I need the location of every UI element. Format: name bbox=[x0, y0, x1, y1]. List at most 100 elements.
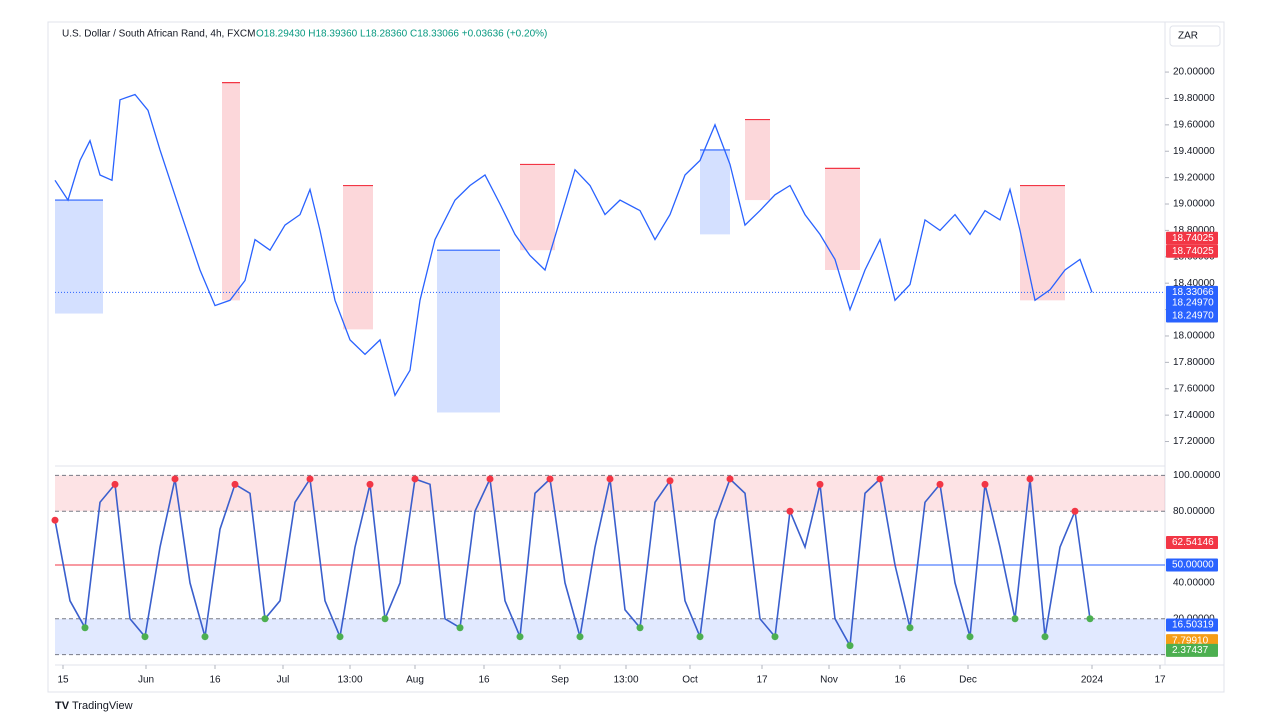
osc-dot bbox=[231, 480, 239, 488]
osc-dot bbox=[1011, 615, 1019, 623]
zone bbox=[1020, 185, 1065, 301]
price-badge bbox=[1166, 231, 1218, 245]
osc-dot bbox=[846, 642, 854, 650]
osc-dot bbox=[381, 615, 389, 623]
osc-dot bbox=[726, 475, 734, 483]
x-tick-label: Aug bbox=[406, 675, 424, 686]
price-line bbox=[54, 93, 1093, 397]
osc-badge bbox=[1166, 643, 1218, 657]
zone bbox=[222, 82, 240, 301]
osc-dot bbox=[516, 633, 524, 641]
osc-dot bbox=[336, 633, 344, 641]
y-tick-label: 18.00000 bbox=[1173, 331, 1215, 342]
osc-badge bbox=[1166, 558, 1218, 572]
osc-dot bbox=[606, 475, 614, 483]
osc-badge-label: 16.50319 bbox=[1172, 620, 1214, 631]
osc-dot bbox=[51, 516, 59, 524]
x-tick-label: 13:00 bbox=[337, 675, 362, 686]
y-tick-label: 17.40000 bbox=[1173, 410, 1215, 421]
osc-badge-label: 7.79910 bbox=[1172, 635, 1209, 646]
osc-dot bbox=[666, 477, 674, 485]
osc-band bbox=[55, 618, 1165, 655]
osc-tick-label: 80.00000 bbox=[1173, 506, 1215, 517]
y-tick-label: 18.40000 bbox=[1173, 278, 1215, 289]
osc-badge bbox=[1166, 536, 1218, 550]
x-tick-label: 17 bbox=[756, 675, 768, 686]
osc-dot bbox=[576, 633, 584, 641]
osc-dot bbox=[1041, 633, 1049, 641]
frame bbox=[47, 21, 1225, 693]
osc-badge-label: 62.54146 bbox=[1172, 537, 1214, 548]
osc-badge-label: 2.37437 bbox=[1172, 645, 1209, 656]
osc-dot bbox=[486, 475, 494, 483]
symbol-title: U.S. Dollar / South African Rand, 4h, FX… bbox=[62, 29, 255, 40]
x-tick-label: Dec bbox=[959, 675, 977, 686]
zone bbox=[825, 168, 860, 270]
brand-logo: TV bbox=[55, 700, 70, 712]
osc-dot bbox=[456, 624, 464, 632]
price-badge bbox=[1166, 309, 1218, 323]
osc-dot bbox=[366, 480, 374, 488]
osc-dot bbox=[411, 475, 419, 483]
price-badge-label: 18.24970 bbox=[1172, 311, 1214, 322]
ohlc: O18.29430 H18.39360 L18.28360 C18.33066 … bbox=[256, 29, 547, 40]
x-tick-label: 16 bbox=[478, 675, 490, 686]
y-tick-label: 17.60000 bbox=[1173, 383, 1215, 394]
osc-dot bbox=[636, 624, 644, 632]
osc-dot bbox=[201, 633, 209, 641]
zone bbox=[700, 149, 730, 235]
osc-dot bbox=[696, 633, 704, 641]
zone bbox=[437, 250, 500, 413]
x-tick-label: 17 bbox=[1154, 675, 1166, 686]
y-tick-label: 18.80000 bbox=[1173, 225, 1215, 236]
y-tick-label: 19.60000 bbox=[1173, 119, 1215, 130]
x-tick-label: 2024 bbox=[1081, 675, 1104, 686]
zone bbox=[55, 200, 103, 314]
price-badge bbox=[1166, 296, 1218, 310]
osc-dot bbox=[141, 633, 149, 641]
osc-dot bbox=[966, 633, 974, 641]
osc-dot bbox=[1026, 475, 1034, 483]
y-tick-label: 19.20000 bbox=[1173, 172, 1215, 183]
osc-dot bbox=[981, 480, 989, 488]
y-tick-label: 20.00000 bbox=[1173, 67, 1215, 78]
osc-dot bbox=[171, 475, 179, 483]
osc-dot bbox=[816, 480, 824, 488]
osc-line bbox=[54, 476, 1091, 649]
x-tick-label: Oct bbox=[682, 675, 698, 686]
price-badge bbox=[1166, 285, 1218, 299]
y-tick-label: 19.40000 bbox=[1173, 146, 1215, 157]
y-tick-label: 17.80000 bbox=[1173, 357, 1215, 368]
x-tick-label: Sep bbox=[551, 675, 569, 686]
x-tick-label: Jul bbox=[277, 675, 290, 686]
osc-dot bbox=[876, 475, 884, 483]
price-badge-label: 18.24970 bbox=[1172, 298, 1214, 309]
y-tick-label: 19.80000 bbox=[1173, 93, 1215, 104]
osc-dot bbox=[936, 480, 944, 488]
osc-badge bbox=[1166, 618, 1218, 632]
price-badge-label: 18.33066 bbox=[1172, 287, 1214, 298]
osc-dot bbox=[81, 624, 89, 632]
currency-box[interactable] bbox=[1169, 25, 1221, 47]
osc-dot bbox=[906, 624, 914, 632]
price-badge-label: 18.74025 bbox=[1172, 246, 1214, 257]
y-tick-label: 17.20000 bbox=[1173, 436, 1215, 447]
y-tick-label: 19.00000 bbox=[1173, 199, 1215, 210]
osc-dot bbox=[261, 615, 269, 623]
price-badge-label: 18.74025 bbox=[1172, 233, 1214, 244]
osc-dot bbox=[546, 475, 554, 483]
x-tick-label: Nov bbox=[820, 675, 838, 686]
price-badge bbox=[1166, 244, 1218, 258]
x-tick-label: 16 bbox=[894, 675, 906, 686]
currency[interactable]: ZAR bbox=[1178, 31, 1198, 42]
x-tick-label: 13:00 bbox=[613, 675, 638, 686]
osc-dot bbox=[786, 507, 794, 515]
x-tick-label: 16 bbox=[209, 675, 221, 686]
zone bbox=[520, 164, 555, 251]
x-tick-label: 15 bbox=[57, 675, 69, 686]
osc-tick-label: 100.00000 bbox=[1173, 470, 1221, 481]
brand: TradingView bbox=[72, 700, 133, 712]
osc-dot bbox=[771, 633, 779, 641]
osc-dot bbox=[1071, 507, 1079, 515]
